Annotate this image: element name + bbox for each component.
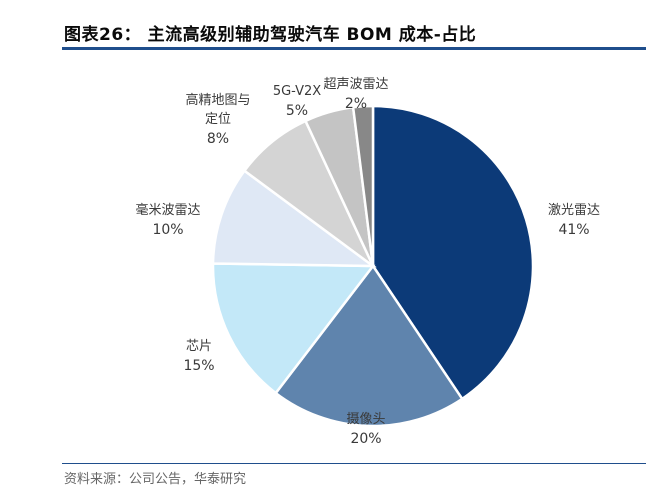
slice-label: 毫米波雷达 bbox=[135, 202, 200, 218]
pie-slice bbox=[351, 104, 375, 267]
slice-value-label: 20% bbox=[350, 431, 381, 447]
pie-slice bbox=[211, 169, 377, 268]
pie-slice bbox=[211, 262, 376, 395]
chart-title: 图表26： 主流高级别辅助驾驶汽车 BOM 成本-占比 bbox=[64, 25, 477, 45]
slice-value-label: 10% bbox=[152, 222, 183, 238]
slice-value-label: 15% bbox=[183, 358, 214, 374]
slice-value-label: 5% bbox=[286, 103, 308, 119]
footer-divider bbox=[62, 463, 646, 464]
title-divider bbox=[62, 47, 646, 50]
slice-label: 高精地图与定位 bbox=[185, 92, 250, 127]
pie-slice bbox=[274, 263, 464, 428]
slice-value-label: 41% bbox=[558, 222, 589, 238]
slice-label: 芯片 bbox=[186, 339, 212, 354]
source-note: 资料来源：公司公告，华泰研究 bbox=[64, 472, 247, 487]
pie-slice bbox=[371, 104, 535, 401]
slice-label: 激光雷达 bbox=[548, 203, 600, 218]
slice-label: 摄像头 bbox=[346, 412, 385, 427]
slice-label: 5G-V2X bbox=[273, 84, 321, 99]
slice-label: 超声波雷达 bbox=[323, 77, 388, 92]
slice-value-label: 8% bbox=[207, 131, 229, 147]
slice-value-label: 2% bbox=[345, 96, 367, 112]
